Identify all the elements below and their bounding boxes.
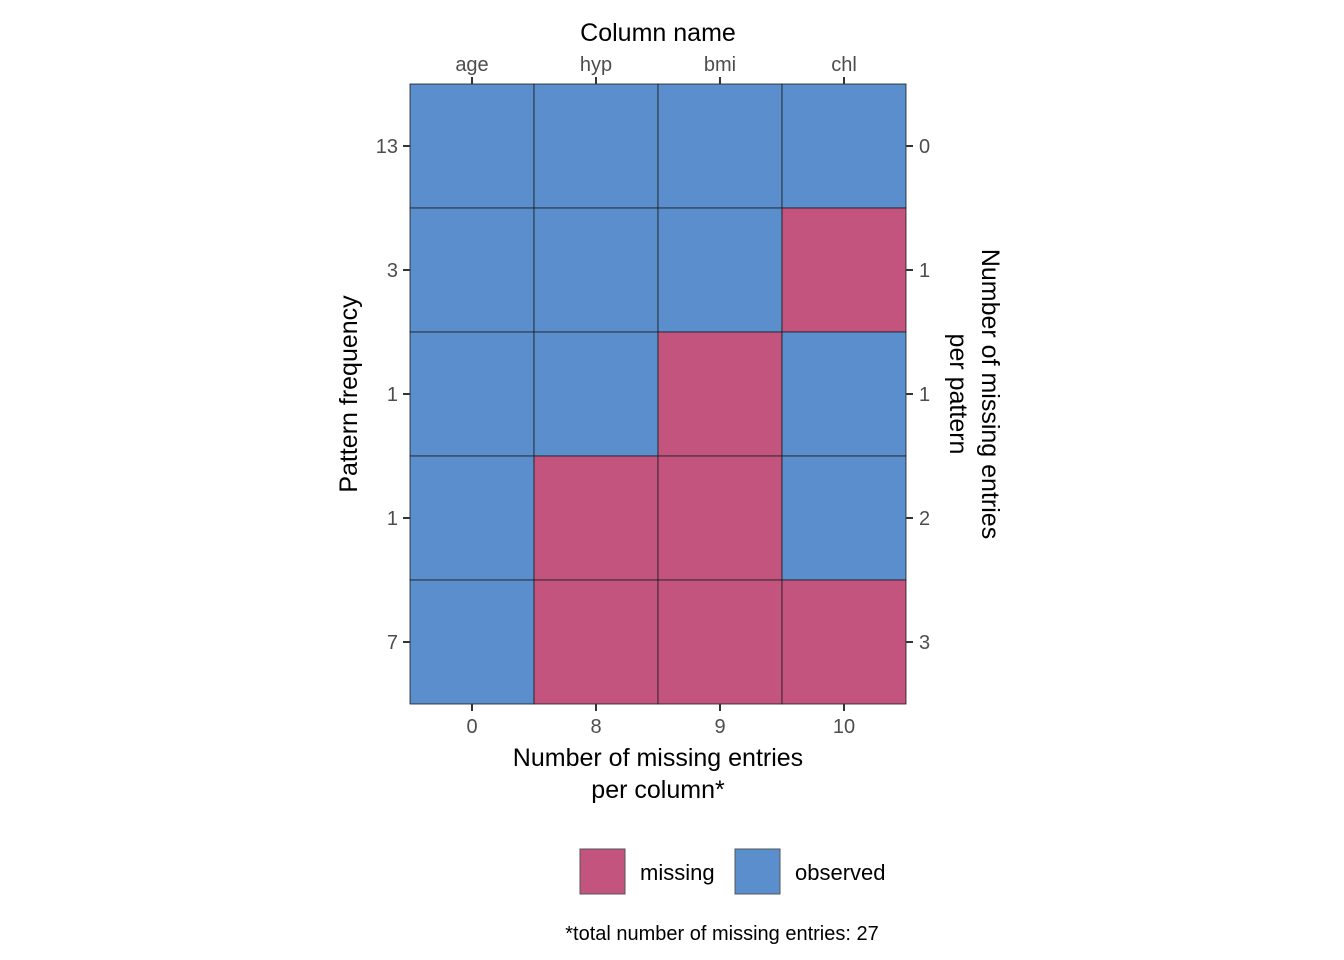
caption-total-missing: *total number of missing entries: 27 <box>565 923 879 945</box>
missing-per-column-chl: 10 <box>833 716 855 738</box>
cell-observed-r3-age <box>409 331 535 457</box>
bottom-axis-title-line-1: Number of missing entries <box>513 744 803 772</box>
legend-label-missing: missing <box>640 860 715 885</box>
heatmap-cells <box>409 83 907 705</box>
top-axis-labels: age hyp bmi chl <box>455 54 856 76</box>
left-axis-labels: 13 3 1 1 7 <box>376 136 398 654</box>
column-label-hyp: hyp <box>580 54 612 76</box>
right-axis-title: Number of missing entries per pattern <box>944 249 1004 539</box>
column-label-bmi: bmi <box>704 54 736 76</box>
column-label-chl: chl <box>831 54 857 76</box>
cell-observed-r3-hyp <box>533 331 659 457</box>
cell-observed-r5-age <box>409 579 535 705</box>
legend-swatch-observed <box>734 848 781 895</box>
left-axis-title: Pattern frequency <box>335 295 363 493</box>
cell-observed-r1-chl <box>781 83 907 209</box>
axis-ticks <box>403 77 913 711</box>
cell-missing-r5-bmi <box>657 579 783 705</box>
pattern-frequency-3: 1 <box>387 384 398 406</box>
cell-observed-r2-hyp <box>533 207 659 333</box>
missing-per-pattern-5: 3 <box>919 632 930 654</box>
right-axis-labels: 0 1 1 2 3 <box>919 136 930 654</box>
missing-per-column-age: 0 <box>466 716 477 738</box>
cell-observed-r4-chl <box>781 455 907 581</box>
cell-missing-r3-bmi <box>657 331 783 457</box>
right-axis-title-line-1: Number of missing entries <box>976 249 1004 539</box>
cell-observed-r1-hyp <box>533 83 659 209</box>
legend-swatch-missing <box>579 848 626 895</box>
missing-per-column-bmi: 9 <box>714 716 725 738</box>
right-axis-title-line-2: per pattern <box>944 334 972 455</box>
cell-observed-r2-age <box>409 207 535 333</box>
bottom-axis-labels: 0 8 9 10 <box>466 716 855 738</box>
legend-label-observed: observed <box>795 860 886 885</box>
cell-observed-r3-chl <box>781 331 907 457</box>
pattern-frequency-2: 3 <box>387 260 398 282</box>
missing-per-column-hyp: 8 <box>590 716 601 738</box>
cell-missing-r5-hyp <box>533 579 659 705</box>
cell-observed-r4-age <box>409 455 535 581</box>
legend: missing observed <box>579 848 886 895</box>
missing-per-pattern-1: 0 <box>919 136 930 158</box>
pattern-frequency-1: 13 <box>376 136 398 158</box>
top-axis-title: Column name <box>580 19 736 47</box>
pattern-frequency-4: 1 <box>387 508 398 530</box>
cell-observed-r1-age <box>409 83 535 209</box>
pattern-frequency-5: 7 <box>387 632 398 654</box>
cell-observed-r2-bmi <box>657 207 783 333</box>
missing-per-pattern-2: 1 <box>919 260 930 282</box>
bottom-axis-title-line-2: per column* <box>591 776 725 804</box>
missing-per-pattern-4: 2 <box>919 508 930 530</box>
cell-missing-r4-bmi <box>657 455 783 581</box>
cell-missing-r2-chl <box>781 207 907 333</box>
column-label-age: age <box>455 54 488 76</box>
cell-observed-r1-bmi <box>657 83 783 209</box>
cell-missing-r4-hyp <box>533 455 659 581</box>
cell-missing-r5-chl <box>781 579 907 705</box>
missing-per-pattern-3: 1 <box>919 384 930 406</box>
